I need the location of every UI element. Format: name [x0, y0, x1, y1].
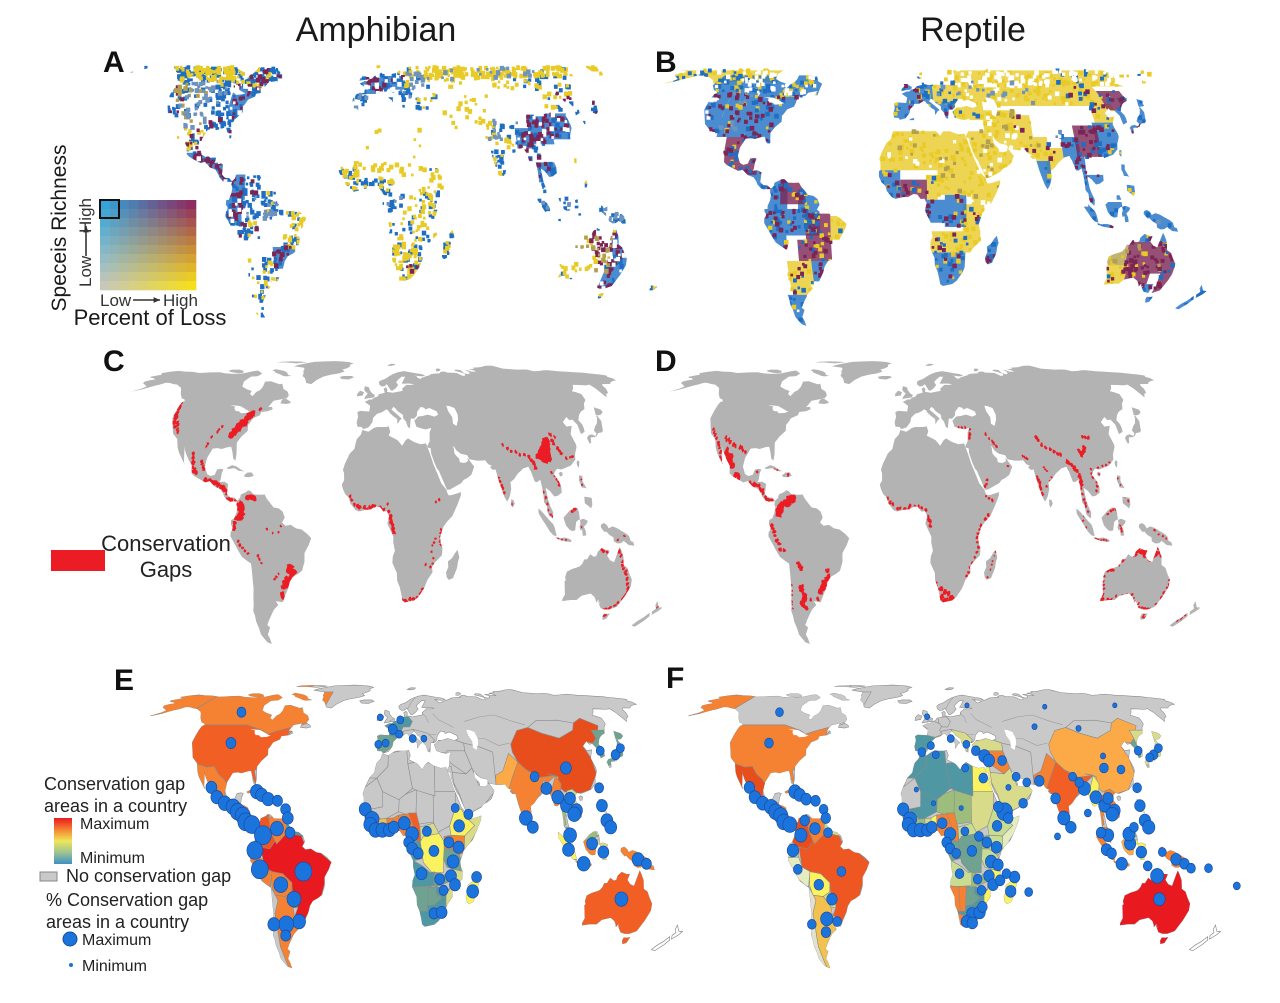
svg-text:No conservation gap: No conservation gap [66, 866, 231, 886]
svg-text:C: C [103, 345, 125, 378]
svg-text:Percent of Loss: Percent of Loss [74, 305, 227, 330]
svg-text:areas in a country: areas in a country [44, 796, 187, 816]
svg-text:D: D [655, 345, 677, 378]
svg-text:Speceis Richness: Speceis Richness [48, 145, 71, 312]
svg-text:Minimum: Minimum [80, 850, 145, 867]
svg-text:Conservation: Conservation [101, 531, 231, 556]
svg-text:Gaps: Gaps [140, 557, 193, 582]
svg-text:% Conservation gap: % Conservation gap [46, 890, 208, 910]
svg-text:Minimum: Minimum [82, 958, 147, 975]
svg-text:A: A [103, 46, 125, 79]
svg-text:F: F [666, 662, 684, 695]
svg-text:B: B [655, 46, 677, 79]
svg-text:Amphibian: Amphibian [296, 11, 457, 49]
svg-text:areas in a country: areas in a country [46, 912, 189, 932]
svg-text:Reptile: Reptile [920, 11, 1026, 49]
svg-text:High: High [76, 198, 95, 233]
svg-text:E: E [114, 664, 134, 697]
svg-text:Low: Low [76, 255, 95, 287]
svg-text:Maximum: Maximum [82, 932, 151, 949]
svg-text:High: High [163, 291, 198, 310]
svg-text:Conservation gap: Conservation gap [44, 774, 185, 794]
svg-text:Low: Low [100, 291, 132, 310]
svg-text:Maximum: Maximum [80, 816, 149, 833]
